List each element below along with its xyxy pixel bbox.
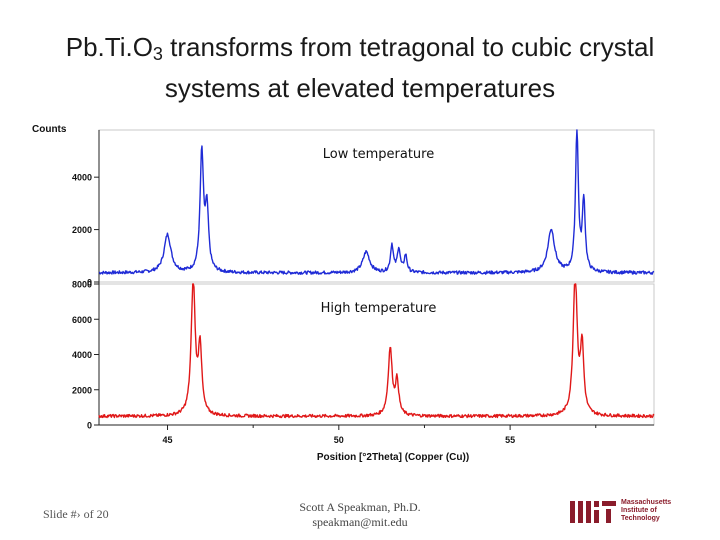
y-tick-label-1-1: 2000 [72,385,92,395]
slide-title: Pb.Ti.O3 transforms from tetragonal to c… [0,30,720,105]
author-email: speakman@mit.edu [312,515,408,529]
series-line-high-temperature [98,283,655,419]
slide-title-line2: systems at elevated temperatures [164,73,556,103]
y-tick-label-1-3: 6000 [72,315,92,325]
author-name: Scott A Speakman, Ph.D. [299,500,421,514]
mit-logo: Massachusetts Institute of Technology [570,498,690,528]
y-tick-label-0-0: 0 [87,278,92,288]
slide-number: Slide #› of 20 [43,507,109,521]
mit-logo-bars-icon [570,501,616,523]
x-tick-label-2: 55 [505,435,515,445]
slide-title-line1: Pb.Ti.O3 transforms from tetragonal to c… [65,32,655,64]
x-tick-label-1: 50 [334,435,344,445]
y-tick-label-0-1: 2000 [72,225,92,235]
panel-label-1: High temperature [321,301,437,316]
series-line-low-temperature [98,129,655,275]
mit-logo-text: Massachusetts Institute of Technology [621,499,672,522]
x-axis-title: Position [°2Theta] (Copper (Cu)) [317,452,469,463]
y-tick-label-1-4: 8000 [72,280,92,290]
y-axis-title: Counts [32,124,67,135]
x-tick-label-0: 45 [163,435,173,445]
footer-author: Scott A Speakman, Ph.D. speakman@mit.edu [280,500,440,530]
panel-label-0: Low temperature [323,147,434,162]
y-tick-label-1-0: 0 [87,421,92,431]
xrd-chart: Counts 0 2000 4000 Low temperature 0 2000 4000 6… [32,124,655,463]
y-tick-label-0-2: 4000 [72,173,92,183]
y-tick-label-1-2: 4000 [72,350,92,360]
